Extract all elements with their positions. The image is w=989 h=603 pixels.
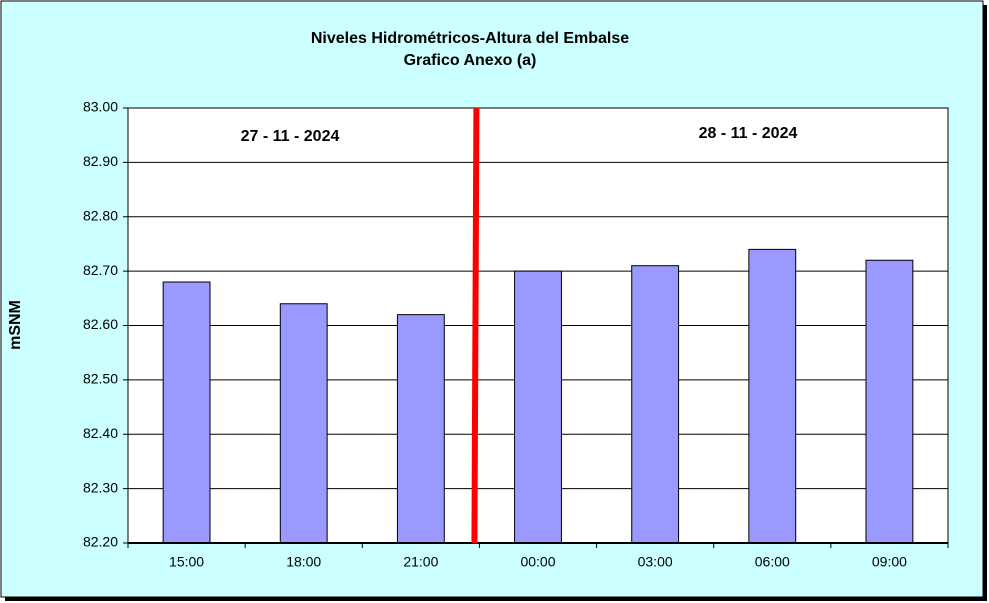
y-axis-title: mSNM [7,300,24,350]
annotation: 27 - 11 - 2024 [241,128,340,145]
y-tick-label: 82.60 [83,316,118,332]
y-tick-label: 82.90 [83,153,118,169]
bar [631,265,680,544]
y-tick-label: 83.00 [83,99,118,115]
x-tick-label: 06:00 [755,554,790,570]
x-tick-label: 21:00 [403,554,438,570]
divider-line [471,107,480,544]
bar [514,270,562,544]
y-tick-label: 82.40 [83,425,118,441]
x-tick-label: 03:00 [638,554,673,570]
y-tick-label: 82.20 [83,534,118,550]
y-tick-label: 82.50 [83,371,118,387]
bar [396,314,445,544]
y-tick-label: 82.30 [83,479,118,495]
bar [162,281,211,544]
bar [279,303,328,544]
x-tick-label: 00:00 [520,554,555,570]
x-tick-label: 15:00 [169,554,204,570]
chart-subtitle: Grafico Anexo (a) [404,52,537,69]
bar [748,248,797,544]
chart-title: Niveles Hidrométricos-Altura del Embalse [311,30,629,47]
y-tick-label: 82.70 [83,262,118,278]
x-tick-label: 18:00 [286,554,321,570]
x-tick-label: 09:00 [872,554,907,570]
annotation: 28 - 11 - 2024 [699,125,798,142]
y-tick-label: 82.80 [83,207,118,223]
bar [865,259,914,544]
